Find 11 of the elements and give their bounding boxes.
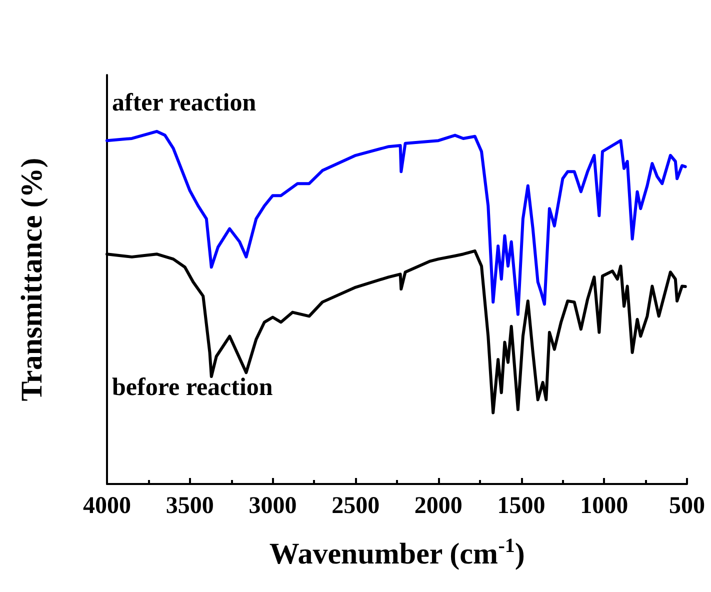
x-tick-label: 4000 [83, 493, 131, 519]
series-label: after reaction [112, 90, 256, 117]
x-tick-label: 2000 [414, 493, 462, 519]
x-tick-label: 3000 [248, 493, 297, 519]
x-tick-label: 2500 [332, 493, 380, 519]
y-axis-title: Transmittance (%) [16, 158, 48, 402]
series-label: before reaction [112, 374, 273, 402]
x-tick-label: 3500 [166, 493, 214, 519]
x-tick-label: 500 [669, 493, 705, 519]
x-tick-label: 1500 [497, 493, 546, 519]
x-tick-label: 1000 [580, 493, 628, 519]
